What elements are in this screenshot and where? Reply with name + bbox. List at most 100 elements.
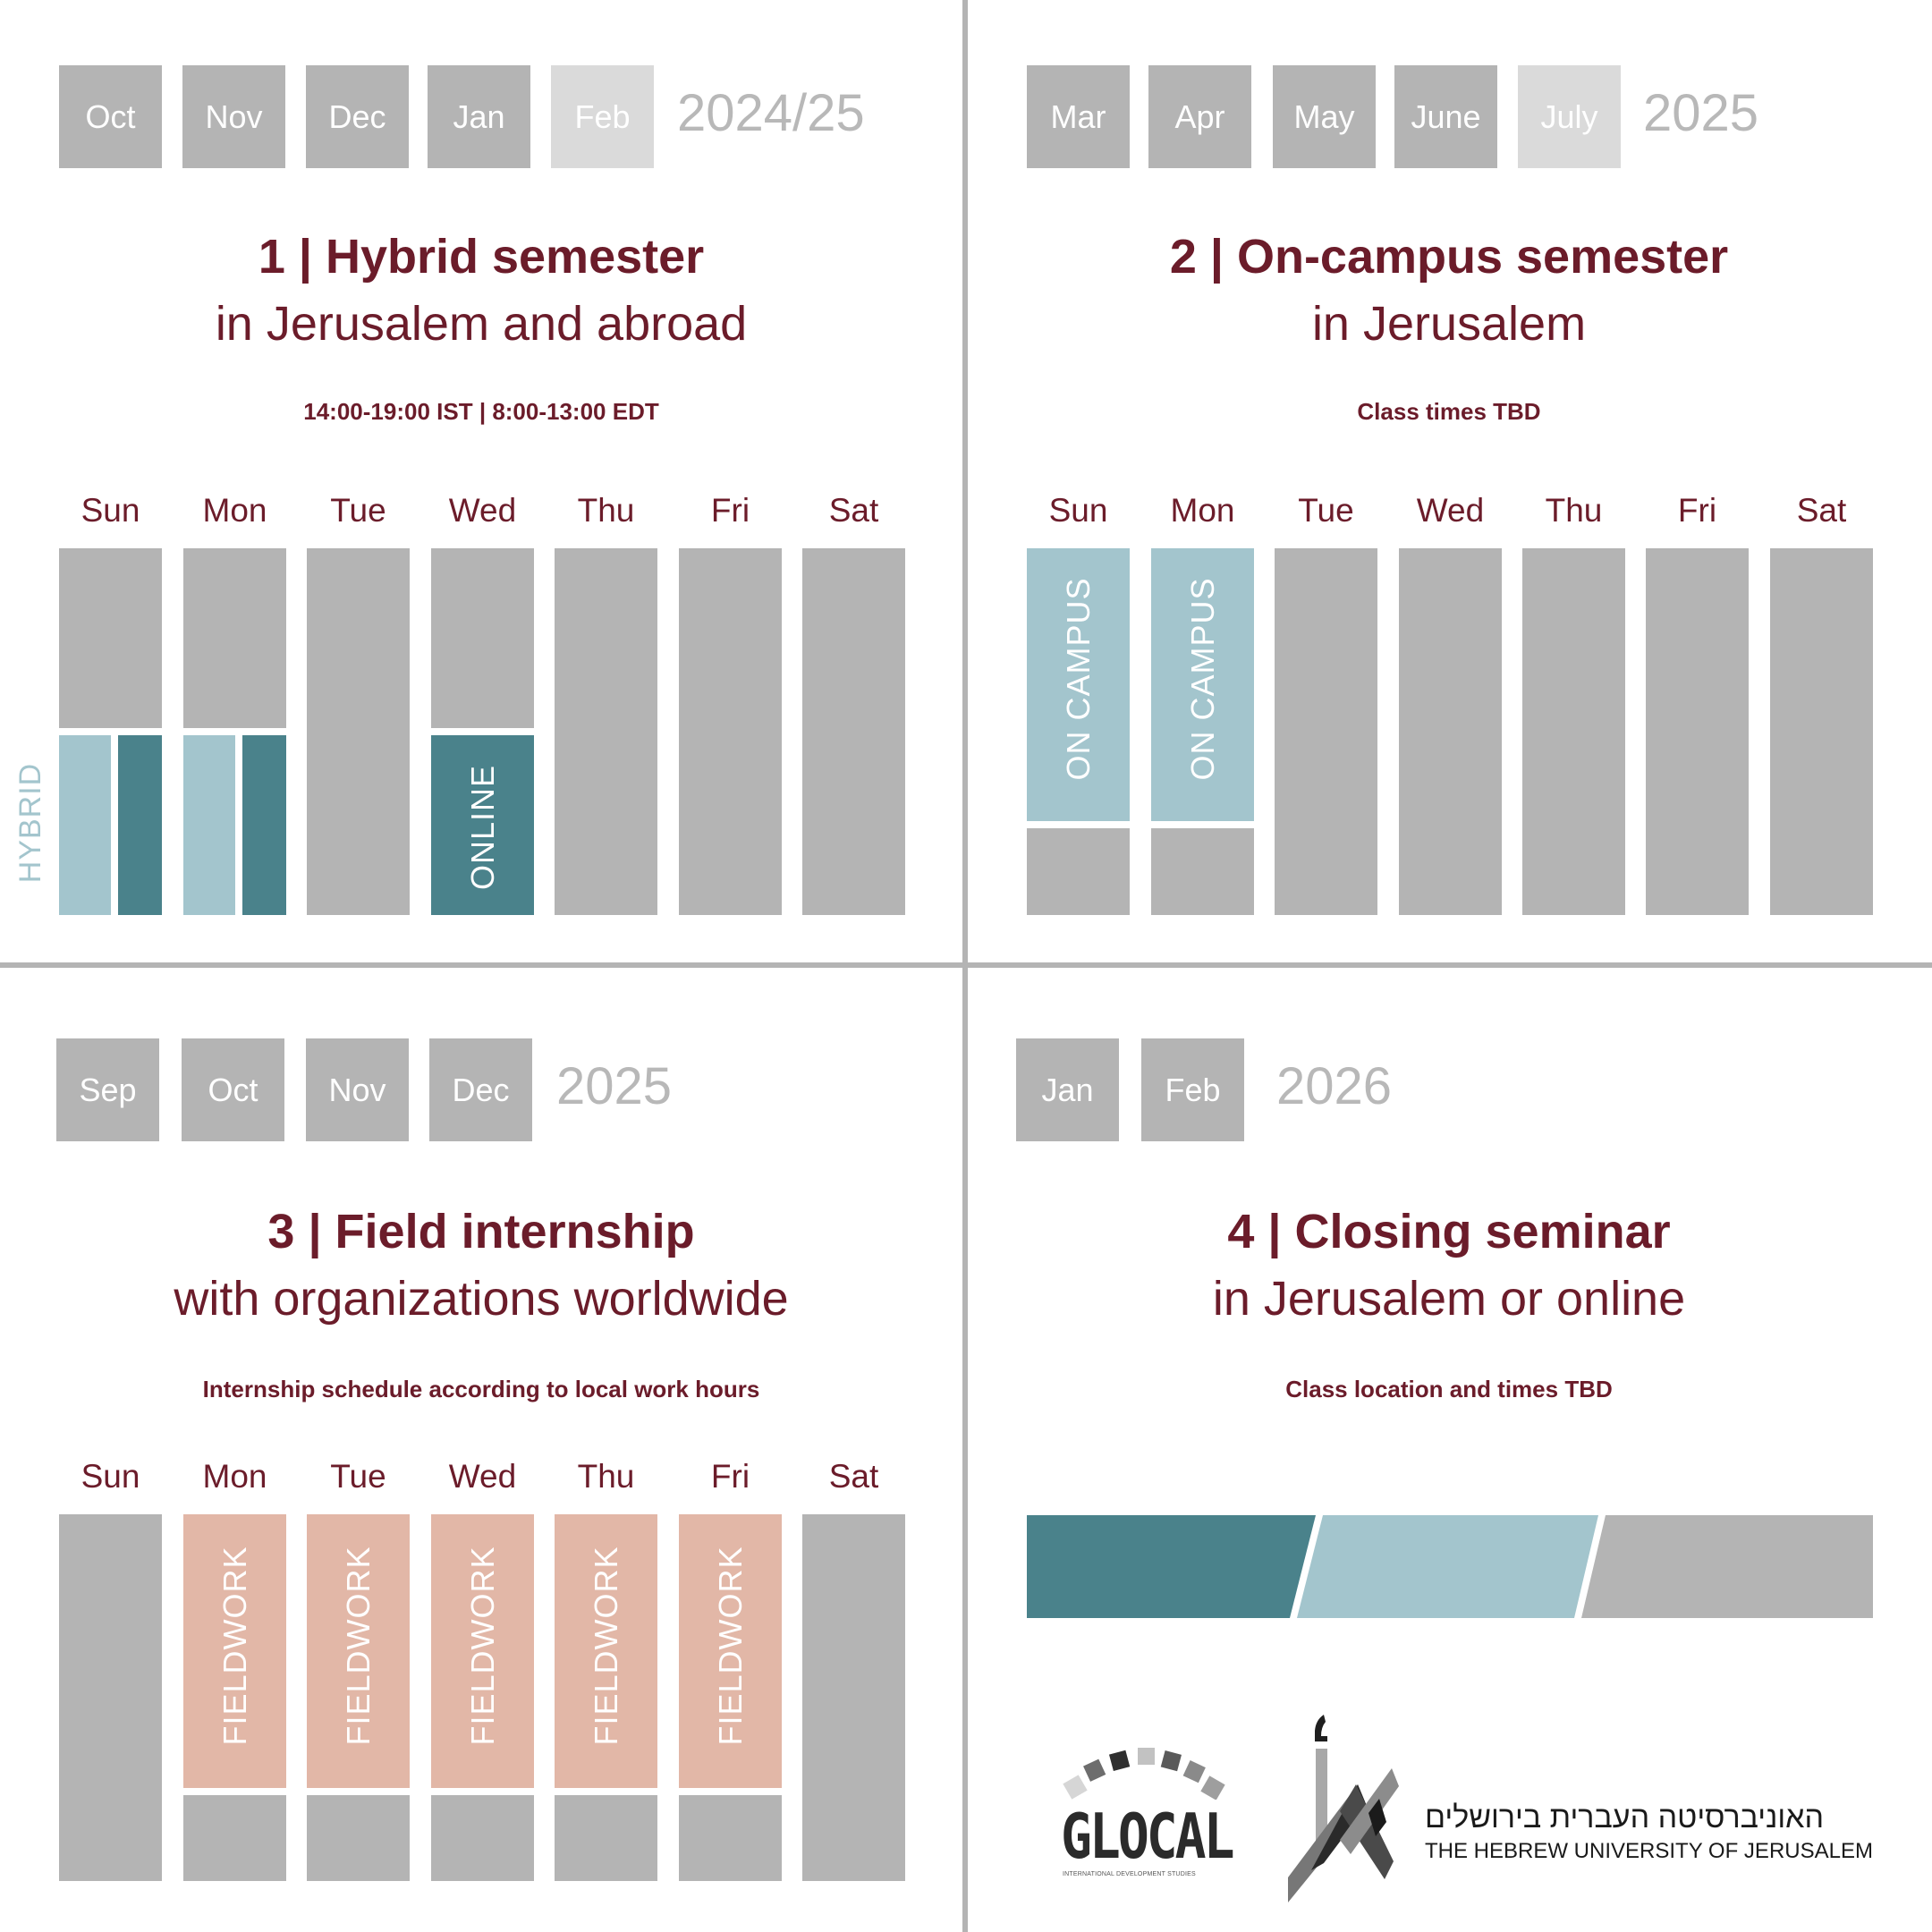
month-june: June [1394,65,1497,168]
section-subtitle: in Jerusalem [1311,297,1587,351]
day-block-wed-free [1399,548,1502,915]
day-label-tue: Tue [330,492,386,529]
block-label-campus: ON CAMPUS [1059,577,1097,781]
day-label-wed: Wed [1416,492,1485,529]
day-block-thu-free [555,548,657,915]
day-label-sat: Sat [828,492,879,529]
section-closing-seminar: GLOCAL INTERNATIONAL DEVELOPMENT STUDIES… [968,968,1930,1930]
day-block-thu-free-bottom [555,1795,657,1881]
section-title: 2 | On-campus semester [1169,230,1729,284]
year-label: 2025 [556,1057,673,1115]
hebrew-university-name-hebrew: האוניברסיטה העברית בירושלים [1425,1801,1825,1835]
day-label-tue: Tue [330,1458,386,1495]
month-dec: Dec [429,1038,532,1141]
day-block-mon-online [242,735,286,915]
section-title: 4 | Closing seminar [1227,1205,1671,1258]
day-block-sun-free-top [59,548,162,728]
day-label-wed: Wed [448,492,517,529]
day-block-tue-free-bottom [307,1795,410,1881]
month-oct: Oct [182,1038,284,1141]
mode-bar [1027,1515,1873,1618]
block-label-campus: ON CAMPUS [1183,577,1221,781]
glocal-wordmark: GLOCAL [1061,1800,1235,1873]
day-label-sat: Sat [1796,492,1847,529]
day-block-mon-fieldwork [183,1514,286,1788]
schedule-note: Internship schedule according to local w… [202,1376,760,1402]
day-block-wed-online [431,735,534,915]
block-label-fieldwork: FIELDWORK [711,1546,749,1746]
section-subtitle: in Jerusalem and abroad [215,297,748,351]
day-block-sat-free [802,548,905,915]
day-label-thu: Thu [577,492,635,529]
block-label-fieldwork: FIELDWORK [339,1546,377,1746]
day-label-sun: Sun [1048,492,1108,529]
day-label-thu: Thu [1545,492,1603,529]
day-label-mon: Mon [202,492,267,529]
month-apr: Apr [1148,65,1251,168]
section-title: 3 | Field internship [267,1205,695,1258]
day-label-sun: Sun [80,1458,140,1495]
section-field-internship: Sep Oct Nov Dec 2025 3 | Field internship with… [0,968,962,1930]
day-block-mon-campus [1151,548,1254,821]
year-label: 2026 [1276,1057,1393,1115]
month-dec: Dec [306,65,409,168]
mode-bar-segment-gray [1581,1515,1873,1618]
horizontal-divider [0,962,1932,968]
day-label-mon: Mon [202,1458,267,1495]
hebrew-university-emblem-icon [1288,1715,1399,1902]
block-label-fieldwork: FIELDWORK [587,1546,624,1746]
glocal-tagline: INTERNATIONAL DEVELOPMENT STUDIES [1063,1871,1196,1877]
day-label-wed: Wed [448,1458,517,1495]
day-block-mon-in-person [183,735,235,915]
hebrew-university-logo: האוניברסיטה העברית בירושלים THE HEBREW U… [1288,1713,1914,1910]
section-subtitle: with organizations worldwide [174,1272,789,1326]
day-block-fri-free [679,548,782,915]
day-block-fri-free-bottom [679,1795,782,1881]
day-block-wed-fieldwork [431,1514,534,1788]
schedule-note: 14:00-19:00 IST | 8:00-13:00 EDT [303,398,659,425]
section-title: 1 | Hybrid semester [258,230,705,284]
day-block-sun-free [59,1514,162,1881]
day-label-fri: Fri [710,1458,750,1495]
block-label-fieldwork: FIELDWORK [216,1546,253,1746]
day-block-thu-fieldwork [555,1514,657,1788]
day-block-tue-fieldwork [307,1514,410,1788]
month-feb: Feb [1141,1038,1244,1141]
day-block-sat-free [802,1514,905,1881]
day-block-fri-free [1646,548,1749,915]
month-may: May [1273,65,1376,168]
section-hybrid-semester: Oct Nov Dec Jan Feb 2024/25 1 | Hybrid semeste… [0,0,962,962]
day-label-thu: Thu [577,1458,635,1495]
day-block-tue-free [1275,548,1377,915]
month-jan: Jan [1016,1038,1119,1141]
mode-bar-segment-teal [1027,1515,1316,1618]
glocal-arc-icon [1063,1748,1225,1800]
day-block-mon-free-bottom [183,1795,286,1881]
day-block-mon-free-bottom [1151,828,1254,915]
hybrid-side-label: HYBRID [13,762,47,884]
year-label: 2025 [1643,84,1759,142]
day-block-sun-online [118,735,162,915]
year-label: 2024/25 [677,84,865,142]
day-label-fri: Fri [1677,492,1717,529]
block-label-online: ONLINE [463,764,501,890]
day-block-wed-free-top [431,548,534,728]
day-block-fri-fieldwork [679,1514,782,1788]
block-label-fieldwork: FIELDWORK [463,1546,501,1746]
day-block-wed-free-bottom [431,1795,534,1881]
schedule-note: Class times TBD [1357,398,1541,425]
month-mar: Mar [1027,65,1130,168]
day-label-mon: Mon [1170,492,1235,529]
month-sep: Sep [56,1038,159,1141]
section-subtitle: in Jerusalem or online [1212,1272,1686,1326]
month-jan: Jan [428,65,530,168]
day-block-sun-in-person [59,735,111,915]
month-nov: Nov [306,1038,409,1141]
hebrew-university-name-english: THE HEBREW UNIVERSITY OF JERUSALEM [1425,1839,1873,1863]
section-on-campus-semester: Mar Apr May June July 2025 2 | On-campus semes… [968,0,1930,962]
month-feb: Feb [551,65,654,168]
day-block-sun-campus [1027,548,1130,821]
day-block-thu-free [1522,548,1625,915]
day-label-fri: Fri [710,492,750,529]
day-block-mon-free-top [183,548,286,728]
